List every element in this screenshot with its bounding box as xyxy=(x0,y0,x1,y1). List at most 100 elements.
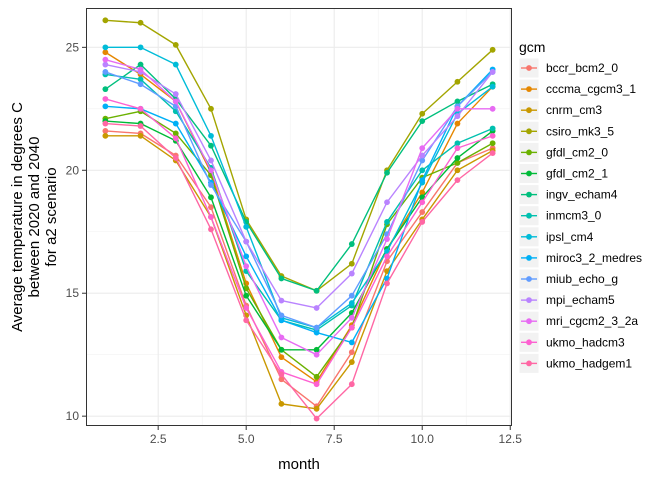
legend-key-point xyxy=(526,255,532,261)
data-point xyxy=(313,373,320,380)
legend-label: bccr_bcm2_0 xyxy=(546,61,618,75)
legend-key-point xyxy=(526,107,532,114)
data-point xyxy=(313,305,320,311)
series-ukmo_hadgem1 xyxy=(102,120,496,422)
data-point xyxy=(102,44,109,51)
legend-title: gcm xyxy=(519,39,545,55)
data-point xyxy=(489,69,496,75)
y-tick-label: 20 xyxy=(66,163,80,177)
data-point xyxy=(137,66,144,73)
x-tick-label: 5.0 xyxy=(238,432,255,446)
legend-key-point xyxy=(526,191,532,198)
data-point xyxy=(172,130,179,137)
x-axis: 2.5 5.0 7.5 10.0 12.5 xyxy=(150,426,522,446)
data-point xyxy=(454,98,461,105)
data-point xyxy=(313,324,320,331)
data-point xyxy=(419,110,426,117)
legend-key-point xyxy=(526,360,532,367)
legend-item: bccr_bcm2_0 xyxy=(518,57,618,79)
legend-label: ukmo_hadcm3 xyxy=(546,335,625,349)
data-point xyxy=(419,118,426,125)
data-point xyxy=(243,238,250,245)
data-point xyxy=(489,125,496,132)
x-tick-label: 12.5 xyxy=(499,432,523,446)
data-point xyxy=(313,329,320,336)
data-point xyxy=(137,19,144,26)
data-point xyxy=(172,41,179,48)
data-point xyxy=(313,351,320,358)
minor-gridlines xyxy=(86,8,512,426)
data-point xyxy=(454,155,461,161)
data-point xyxy=(348,381,355,388)
legend-label: ukmo_hadgem1 xyxy=(546,356,632,370)
data-point xyxy=(348,314,355,321)
plot-border xyxy=(86,8,512,426)
legend-key-point xyxy=(526,86,532,92)
data-point xyxy=(384,169,390,176)
series-layer xyxy=(102,17,496,422)
data-point xyxy=(137,76,144,83)
data-point xyxy=(419,145,426,152)
x-axis-title: month xyxy=(278,456,320,473)
data-point xyxy=(348,292,355,299)
data-point xyxy=(489,83,496,90)
data-point xyxy=(172,135,179,142)
data-point xyxy=(454,145,461,152)
data-point xyxy=(313,405,320,412)
legend-label: miroc3_2_medres xyxy=(546,251,642,265)
data-point xyxy=(208,182,214,188)
data-point xyxy=(419,199,426,206)
data-point xyxy=(278,275,285,282)
legend-item: ingv_echam4 xyxy=(518,184,618,206)
data-point xyxy=(348,241,355,247)
data-point xyxy=(278,371,285,378)
series-line xyxy=(105,19,494,292)
data-point xyxy=(313,346,320,353)
data-point xyxy=(489,46,496,53)
data-point xyxy=(172,91,179,97)
data-point xyxy=(102,56,109,63)
legend-key-point xyxy=(526,65,532,71)
data-point xyxy=(489,105,496,112)
y-axis: 10 15 20 25 xyxy=(66,40,86,423)
data-point xyxy=(454,177,461,184)
data-point xyxy=(208,214,214,220)
data-point xyxy=(313,415,320,422)
data-point xyxy=(489,140,496,147)
x-tick-label: 2.5 xyxy=(150,432,167,446)
data-point xyxy=(172,61,179,68)
data-point xyxy=(172,120,179,127)
data-point xyxy=(384,199,390,206)
data-point xyxy=(137,105,144,112)
data-point xyxy=(243,223,250,230)
legend-label: gfdl_cm2_0 xyxy=(546,145,608,159)
data-point xyxy=(243,292,250,299)
legend-item: mpi_echam5 xyxy=(518,289,615,311)
legend-key-point xyxy=(526,212,532,219)
data-point xyxy=(278,297,285,304)
data-point xyxy=(137,61,144,68)
data-point xyxy=(454,120,461,127)
y-axis-title-line: Average temperature in degrees C xyxy=(9,102,26,332)
series-line xyxy=(105,58,493,356)
data-point xyxy=(208,204,214,211)
data-point xyxy=(419,189,426,196)
series-line xyxy=(105,63,494,309)
legend-items: bccr_bcm2_0 cccma_cgcm3_1 cnrm_cm3 csiro_mk… xyxy=(518,57,642,374)
series-line xyxy=(105,46,494,329)
legend-label: cnrm_cm3 xyxy=(546,103,602,117)
data-point xyxy=(208,167,214,174)
legend-key-point xyxy=(526,170,532,177)
data-point xyxy=(278,334,285,341)
series-line xyxy=(105,135,493,410)
data-point xyxy=(454,78,461,85)
legend-label: ingv_echam4 xyxy=(546,188,618,202)
data-point xyxy=(278,400,285,407)
data-point xyxy=(208,194,214,201)
data-point xyxy=(348,300,355,306)
y-tick-label: 10 xyxy=(66,409,80,423)
data-point xyxy=(102,132,109,139)
data-point xyxy=(384,253,390,260)
series-csiro_mk3_5 xyxy=(102,17,496,294)
data-point xyxy=(102,61,109,68)
